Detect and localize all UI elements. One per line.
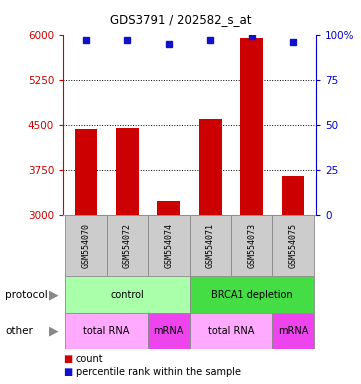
Bar: [231, 215, 273, 276]
Bar: [65, 276, 190, 313]
Text: GSM554073: GSM554073: [247, 223, 256, 268]
Bar: [190, 215, 231, 276]
Text: GDS3791 / 202582_s_at: GDS3791 / 202582_s_at: [110, 13, 251, 26]
Text: mRNA: mRNA: [278, 326, 308, 336]
Bar: [65, 313, 148, 349]
Text: percentile rank within the sample: percentile rank within the sample: [76, 367, 241, 377]
Text: other: other: [5, 326, 33, 336]
Bar: [116, 128, 139, 215]
Bar: [190, 276, 314, 313]
Bar: [282, 176, 304, 215]
Bar: [148, 215, 190, 276]
Text: ■: ■: [63, 367, 73, 377]
Text: ▶: ▶: [49, 325, 58, 338]
Text: GSM554075: GSM554075: [288, 223, 297, 268]
Bar: [190, 313, 273, 349]
Text: total RNA: total RNA: [208, 326, 254, 336]
Bar: [65, 215, 106, 276]
Text: control: control: [110, 290, 144, 300]
Text: mRNA: mRNA: [154, 326, 184, 336]
Text: GSM554071: GSM554071: [206, 223, 215, 268]
Bar: [157, 201, 180, 215]
Text: GSM554074: GSM554074: [164, 223, 173, 268]
Bar: [106, 215, 148, 276]
Bar: [240, 38, 263, 215]
Text: GSM554070: GSM554070: [82, 223, 91, 268]
Bar: [75, 129, 97, 215]
Text: total RNA: total RNA: [83, 326, 130, 336]
Text: BRCA1 depletion: BRCA1 depletion: [211, 290, 292, 300]
Text: GSM554072: GSM554072: [123, 223, 132, 268]
Text: ■: ■: [63, 354, 73, 364]
Bar: [273, 313, 314, 349]
Text: count: count: [76, 354, 104, 364]
Text: ▶: ▶: [49, 288, 58, 301]
Bar: [148, 313, 190, 349]
Bar: [273, 215, 314, 276]
Bar: [199, 119, 222, 215]
Text: protocol: protocol: [5, 290, 48, 300]
